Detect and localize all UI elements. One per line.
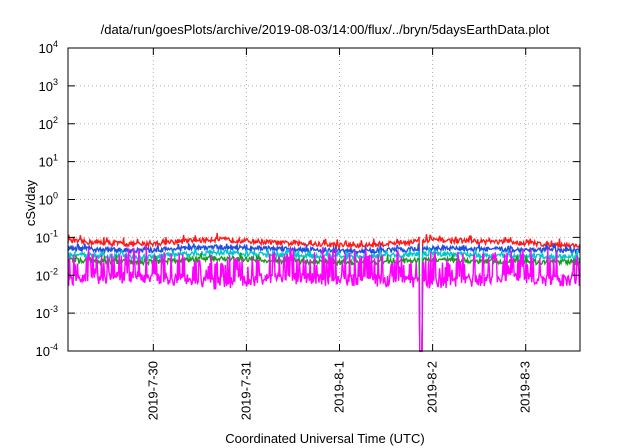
y-tick-label: 100 [39, 191, 58, 208]
x-tick-label: 2019-7-30 [145, 361, 160, 420]
y-tick-label: 103 [39, 77, 58, 94]
x-tick-label: 2019-7-31 [238, 361, 253, 420]
series-line-5 [67, 246, 581, 352]
y-tick-label: 104 [39, 39, 58, 56]
y-axis-label: cSv/day [23, 179, 38, 226]
y-tick-label: 10-3 [36, 304, 58, 321]
y-tick-label: 101 [39, 153, 58, 170]
x-tick-label: 2019-8-2 [425, 361, 440, 413]
x-tick-label: 2019-8-3 [518, 361, 533, 413]
series-line-1 [67, 232, 581, 352]
y-tick-label: 10-1 [36, 228, 58, 245]
y-tick-label: 10-2 [36, 266, 58, 283]
axis-ticks: 10-4 10-3 10-2 10-1 100 101 102 103 104 2019-7-30… [36, 39, 580, 420]
x-tick-label: 2019-8-1 [332, 361, 347, 413]
series-line-2 [67, 243, 581, 352]
x-axis-label: Coordinated Universal Time (UTC) [225, 431, 424, 446]
chart-title: /data/run/goesPlots/archive/2019-08-03/1… [101, 22, 550, 37]
y-tick-label: 10-4 [36, 342, 58, 359]
series-layer [67, 232, 581, 352]
y-tick-label: 102 [39, 115, 58, 132]
